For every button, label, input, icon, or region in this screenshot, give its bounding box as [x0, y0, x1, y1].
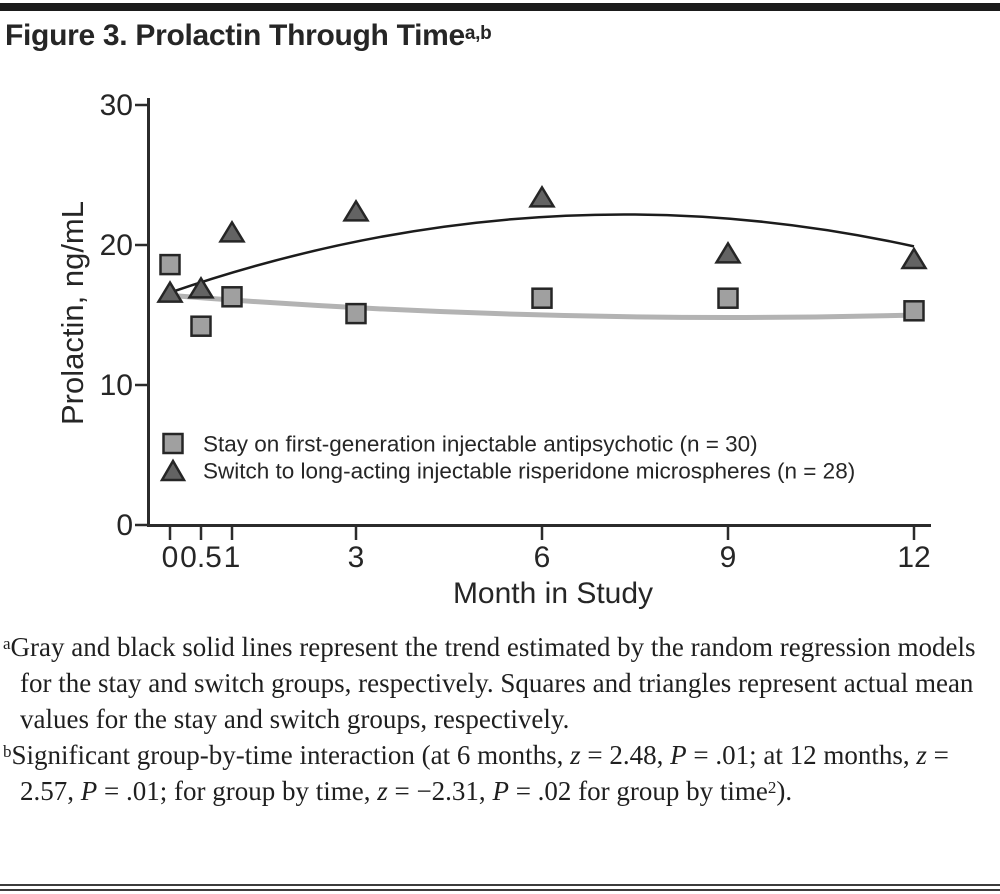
stat-symbol: P [80, 776, 98, 806]
stat-symbol: z [916, 740, 927, 770]
legend-label-switch: Switch to long-acting injectable risperi… [203, 459, 855, 484]
stay-marker [159, 253, 181, 276]
switch-marker [342, 198, 370, 222]
top-rule-bar [0, 3, 1000, 11]
switch-marker [528, 184, 556, 208]
x-tick-label: 1 [224, 541, 241, 574]
switch-trend-line [169, 213, 915, 294]
footnote-superscript: 2 [767, 778, 777, 797]
figure-title-text: Figure 3. Prolactin Through Time [5, 19, 465, 52]
footnotes: aGray and black solid lines represent th… [3, 629, 978, 809]
footnote-text: = .01; for group by time, [97, 776, 378, 806]
stay-marker [903, 300, 925, 322]
y-tick-label: 0 [116, 509, 133, 542]
switch-marker [218, 219, 246, 243]
switch-marker [187, 275, 215, 299]
stat-symbol: P [492, 776, 509, 806]
footnote-text: = .02 for group by time [508, 776, 768, 806]
y-tick-label: 10 [100, 369, 133, 402]
stay-marker [221, 286, 243, 308]
legend-label-stay: Stay on first-generation injectable anti… [203, 432, 758, 457]
footnote-a: aGray and black solid lines represent th… [3, 629, 978, 737]
stay-marker [190, 315, 212, 337]
x-axis-title: Month in Study [453, 577, 653, 610]
x-tick-label: 9 [720, 541, 737, 574]
stat-symbol: z [377, 776, 388, 806]
figure-title: Figure 3. Prolactin Through Timea,b [5, 19, 492, 53]
x-tick-label: 0 [162, 541, 179, 574]
y-tick-label: 20 [100, 229, 133, 262]
footnote-superscript: a [3, 634, 11, 653]
y-axis-title: Prolactin, ng/mL [55, 201, 90, 425]
x-tick-label: 12 [897, 541, 930, 574]
legend-triangle-icon [159, 458, 187, 482]
footnote-text: = −2.31, [387, 776, 493, 806]
stat-symbol: z [570, 740, 581, 770]
footnote-text: Significant group-by-time interaction (a… [11, 740, 571, 770]
stay-marker [345, 302, 367, 325]
footnote-text: = 2.57, [20, 740, 949, 806]
stay-marker [717, 287, 739, 309]
footnote-superscript: b [3, 742, 12, 761]
footnote-text: = .01; at 12 months, [686, 740, 917, 770]
footnote-text: ). [776, 776, 793, 806]
bottom-rule-bar [0, 884, 1000, 891]
footnote-b: bSignificant group-by-time interaction (… [3, 737, 978, 809]
y-tick-label: 30 [100, 89, 133, 122]
switch-marker [156, 280, 184, 303]
figure-title-superscript: a,b [464, 23, 492, 44]
stay-trend-line [169, 292, 915, 320]
x-tick-label: 6 [534, 541, 551, 574]
footnote-text: Gray and black solid lines represent the… [10, 632, 976, 734]
x-tick-label: 3 [348, 541, 365, 574]
switch-marker [714, 240, 742, 264]
stat-symbol: P [670, 740, 687, 770]
stay-marker [531, 287, 553, 309]
footnote-text: = 2.48, [580, 740, 671, 770]
x-tick-label: 0.5 [180, 541, 222, 574]
legend-square-icon [162, 432, 184, 455]
switch-marker [900, 246, 928, 270]
